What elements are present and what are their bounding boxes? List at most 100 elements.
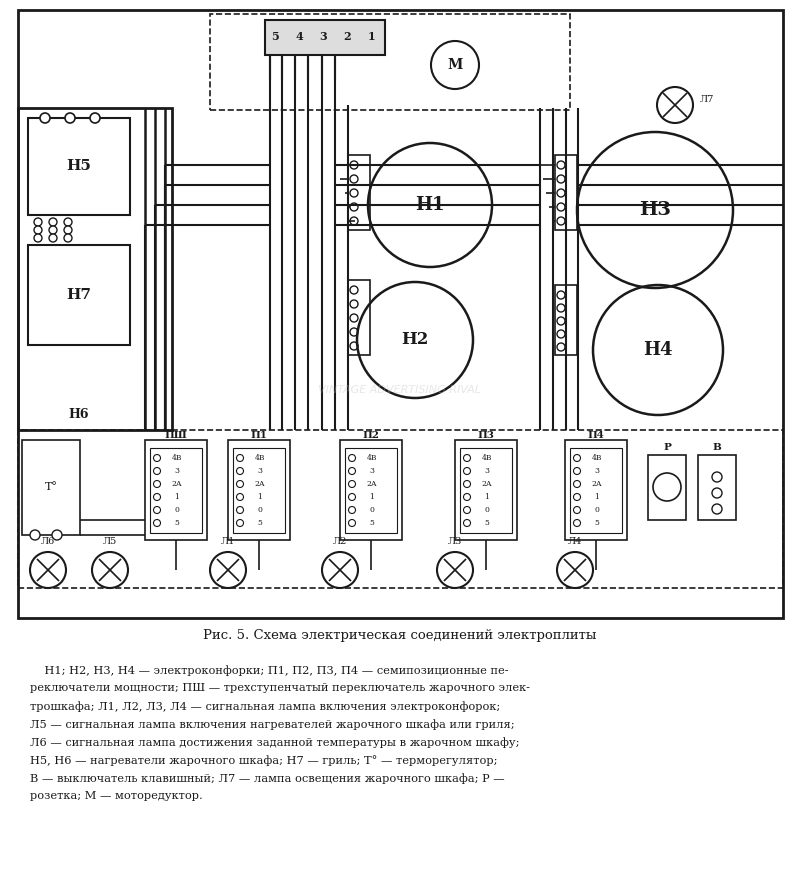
Text: 3: 3 xyxy=(485,467,490,475)
Text: трошкафа; Л1, Л2, Л3, Л4 — сигнальная лампа включения электроконфорок;: трошкафа; Л1, Л2, Л3, Л4 — сигнальная ла… xyxy=(30,701,500,712)
Bar xyxy=(555,155,577,230)
Text: Л5: Л5 xyxy=(103,538,117,547)
Circle shape xyxy=(557,203,565,211)
Bar xyxy=(228,440,290,540)
Bar xyxy=(570,448,622,533)
Text: 4В: 4В xyxy=(482,454,492,462)
Circle shape xyxy=(557,330,565,338)
Bar xyxy=(233,448,285,533)
Circle shape xyxy=(350,342,358,350)
Text: 3: 3 xyxy=(258,467,262,475)
Circle shape xyxy=(557,552,593,588)
Text: М: М xyxy=(447,58,462,72)
Text: Л3: Л3 xyxy=(448,538,462,547)
Bar xyxy=(22,440,80,535)
Bar xyxy=(565,440,627,540)
Text: 0: 0 xyxy=(370,506,374,514)
Circle shape xyxy=(557,291,565,299)
Text: 4В: 4В xyxy=(366,454,378,462)
Circle shape xyxy=(64,234,72,242)
Circle shape xyxy=(210,552,246,588)
Text: Н5, Н6 — нагреватели жарочного шкафа; Н7 — гриль; Т° — терморегулятор;: Н5, Н6 — нагреватели жарочного шкафа; Н7… xyxy=(30,755,498,766)
Text: VINTAGE ADVERTISING RIVAL: VINTAGE ADVERTISING RIVAL xyxy=(318,385,482,395)
Text: В: В xyxy=(713,444,722,453)
Circle shape xyxy=(463,519,470,526)
Text: ПШ: ПШ xyxy=(165,430,187,439)
Circle shape xyxy=(574,507,581,514)
Text: 1: 1 xyxy=(258,493,262,501)
Text: Л7: Л7 xyxy=(700,95,714,105)
Text: Л1: Л1 xyxy=(221,538,235,547)
Bar xyxy=(18,430,783,588)
Circle shape xyxy=(49,226,57,234)
Bar xyxy=(18,108,172,430)
Circle shape xyxy=(350,314,358,322)
Text: Н7: Н7 xyxy=(66,288,91,302)
Circle shape xyxy=(52,530,62,540)
Bar xyxy=(150,448,202,533)
Circle shape xyxy=(237,507,243,514)
Text: розетка; М — моторедуктор.: розетка; М — моторедуктор. xyxy=(30,791,202,801)
Circle shape xyxy=(463,468,470,475)
Text: П1: П1 xyxy=(250,430,267,439)
Text: Л4: Л4 xyxy=(568,538,582,547)
Text: 4: 4 xyxy=(295,31,303,43)
Circle shape xyxy=(349,468,355,475)
Bar xyxy=(348,280,370,355)
Circle shape xyxy=(557,161,565,169)
Text: 0: 0 xyxy=(174,506,179,514)
Text: П2: П2 xyxy=(362,430,379,439)
Text: Н1: Н1 xyxy=(415,196,445,214)
Text: Н5: Н5 xyxy=(66,159,91,173)
Circle shape xyxy=(350,203,358,211)
Circle shape xyxy=(30,552,66,588)
Circle shape xyxy=(154,493,161,501)
Bar xyxy=(555,285,577,355)
Circle shape xyxy=(557,317,565,325)
Bar xyxy=(28,245,130,345)
Circle shape xyxy=(574,519,581,526)
Bar xyxy=(340,440,402,540)
Circle shape xyxy=(712,488,722,498)
Text: 3: 3 xyxy=(319,31,327,43)
Circle shape xyxy=(350,189,358,197)
Text: 2А: 2А xyxy=(592,480,602,488)
Text: 1: 1 xyxy=(370,493,374,501)
Text: Н2: Н2 xyxy=(402,332,429,348)
Circle shape xyxy=(237,480,243,487)
Text: 5: 5 xyxy=(594,519,599,527)
Text: П4: П4 xyxy=(587,430,605,439)
Text: 1: 1 xyxy=(174,493,179,501)
Circle shape xyxy=(65,113,75,123)
Circle shape xyxy=(154,468,161,475)
Text: 4В: 4В xyxy=(592,454,602,462)
Text: 1: 1 xyxy=(485,493,490,501)
Text: 2А: 2А xyxy=(172,480,182,488)
Text: П3: П3 xyxy=(478,430,494,439)
Circle shape xyxy=(92,552,128,588)
Bar xyxy=(265,20,385,55)
Bar xyxy=(460,448,512,533)
Circle shape xyxy=(237,519,243,526)
Circle shape xyxy=(49,218,57,226)
Circle shape xyxy=(350,175,358,183)
Text: 1: 1 xyxy=(367,31,375,43)
Circle shape xyxy=(557,175,565,183)
Text: 4В: 4В xyxy=(172,454,182,462)
Text: 4В: 4В xyxy=(254,454,266,462)
Text: В — выключатель клавишный; Л7 — лампа освещения жарочного шкафа; Р —: В — выключатель клавишный; Л7 — лампа ос… xyxy=(30,773,505,784)
Bar xyxy=(28,118,130,215)
Circle shape xyxy=(154,519,161,526)
Circle shape xyxy=(349,493,355,501)
Circle shape xyxy=(64,226,72,234)
Text: 2А: 2А xyxy=(254,480,266,488)
Circle shape xyxy=(154,454,161,461)
Text: Н6: Н6 xyxy=(69,409,90,421)
Text: 5: 5 xyxy=(485,519,490,527)
Circle shape xyxy=(463,480,470,487)
Circle shape xyxy=(350,300,358,308)
Circle shape xyxy=(437,552,473,588)
Text: Л6 — сигнальная лампа достижения заданной температуры в жарочном шкафу;: Л6 — сигнальная лампа достижения заданно… xyxy=(30,737,519,748)
Circle shape xyxy=(237,468,243,475)
Text: 2: 2 xyxy=(343,31,351,43)
